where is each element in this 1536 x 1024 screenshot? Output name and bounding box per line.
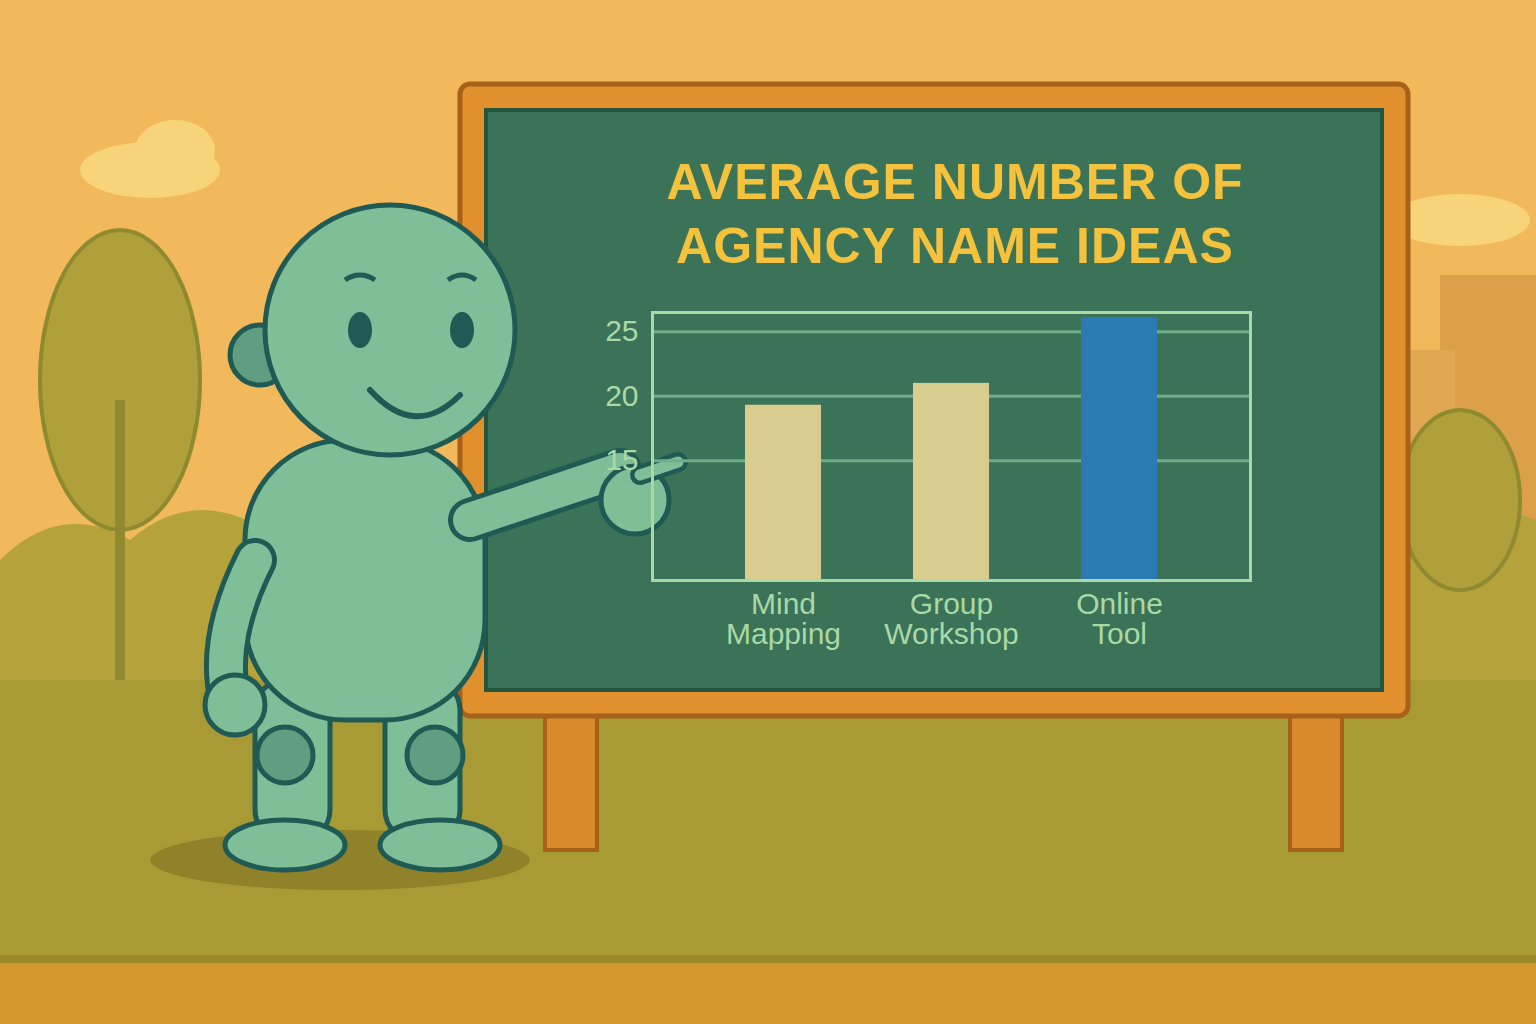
svg-text:MindMapping: MindMapping bbox=[726, 587, 841, 650]
html-text:AVERAGE NUMBER OF AGENCY NAME: AVERAGE NUMBER OF AGENCY NAME IDEAS bbox=[666, 154, 1244, 274]
svg-text:OnlineTool: OnlineTool bbox=[1076, 587, 1163, 650]
svg-text:20: 20 bbox=[605, 379, 638, 412]
svg-text:GroupWorkshop: GroupWorkshop bbox=[884, 587, 1019, 650]
svg-text:25: 25 bbox=[605, 314, 638, 347]
svg-text:15: 15 bbox=[605, 443, 638, 476]
